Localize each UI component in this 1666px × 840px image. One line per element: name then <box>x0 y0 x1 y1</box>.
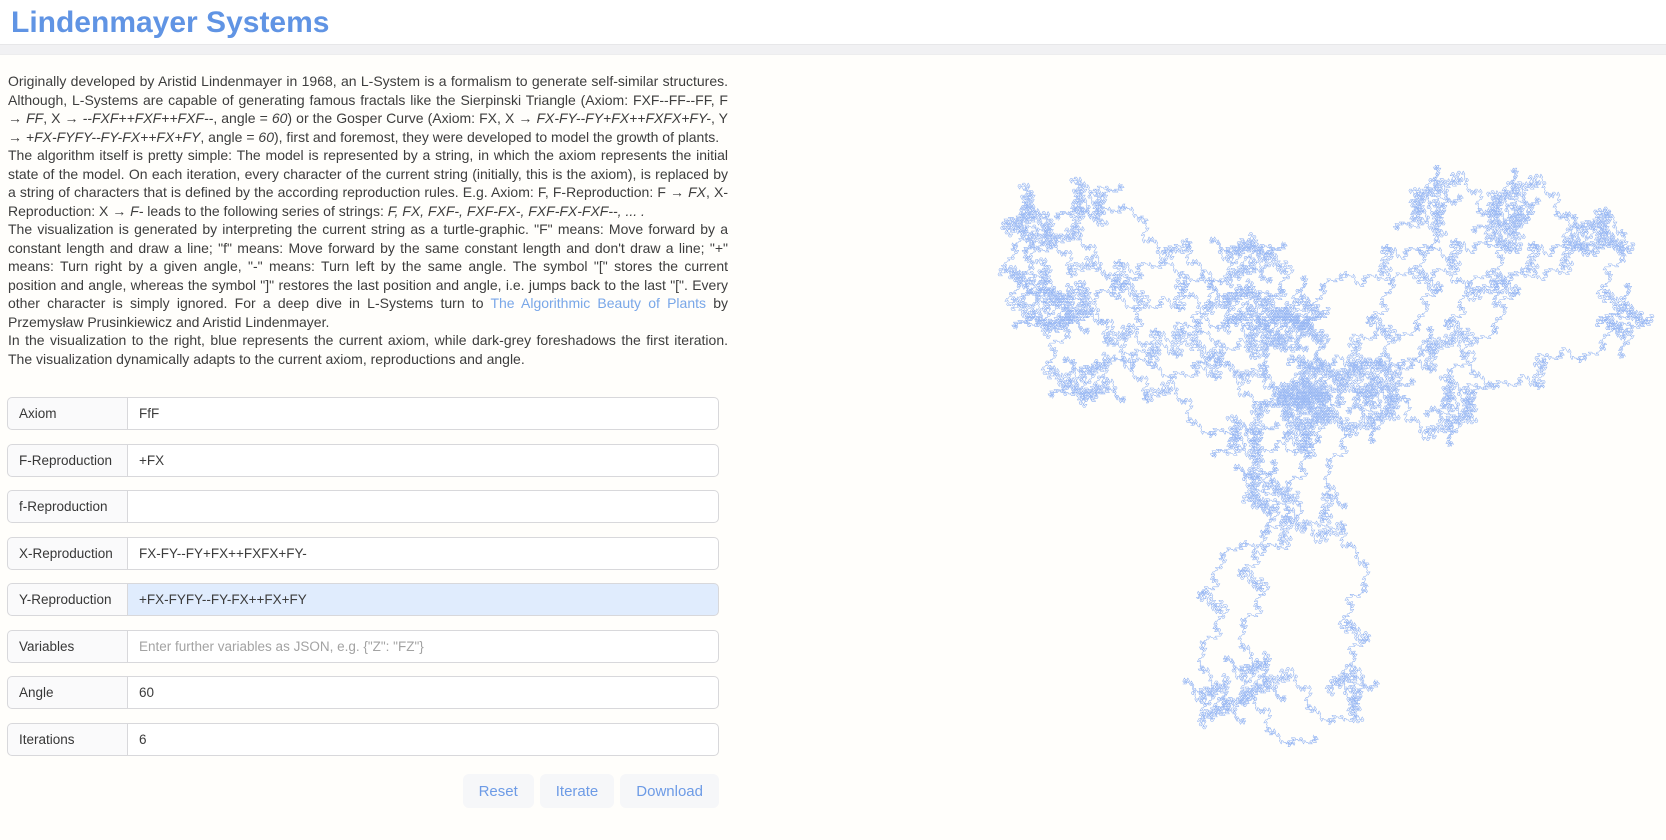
page-title: Lindenmayer Systems <box>11 6 330 39</box>
lsystem-form: Axiom F-Reproduction f-Reproduction X-Repro… <box>7 397 719 769</box>
intro-paragraph: In the visualization to the right, blue … <box>8 331 728 368</box>
variables-label: Variables <box>7 629 127 663</box>
body-text: The visualization is generated by interp… <box>8 221 728 311</box>
rule-text: --FXF++FXF++FXF-- <box>82 110 214 126</box>
button-bar: Reset Iterate Download <box>7 774 719 808</box>
body-text: , angle = <box>213 110 272 126</box>
f-lower-reproduction-input[interactable] <box>127 490 719 523</box>
body-text: by Przemysław Prusinkiewicz and Aristid … <box>8 295 729 330</box>
form-row: Variables <box>7 629 719 663</box>
body-text: The algorithm itself is pretty simple: T… <box>8 147 728 200</box>
rule-text: 60 <box>271 110 288 126</box>
f-upper-reproduction-label: F-Reproduction <box>7 443 127 477</box>
body-text: Originally developed by Aristid Lindenma… <box>8 73 728 126</box>
angle-label: Angle <box>7 676 127 709</box>
body-text: , Y → <box>8 110 728 145</box>
x-reproduction-input[interactable] <box>127 536 719 570</box>
iterations-input[interactable] <box>127 722 719 756</box>
header-divider <box>0 44 1666 55</box>
reset-button[interactable]: Reset <box>462 774 534 808</box>
form-row: f-Reproduction <box>7 490 719 523</box>
intro-paragraph: The algorithm itself is pretty simple: T… <box>8 146 728 220</box>
download-button[interactable]: Download <box>620 774 719 808</box>
angle-input[interactable] <box>127 676 719 709</box>
form-row: Angle <box>7 676 719 709</box>
f-upper-reproduction-input[interactable] <box>127 443 719 477</box>
iterate-button[interactable]: Iterate <box>539 774 615 808</box>
body-text: ) or the Gosper Curve (Axiom: FX, X → <box>287 110 537 126</box>
body-text: ), first and foremost, they were develop… <box>273 128 720 145</box>
rule-text: F, FX, FXF-, FXF-FX-, FXF-FX-FXF--, ... … <box>387 202 645 219</box>
body-text: leads to the following series of strings… <box>143 202 388 219</box>
body-text: , angle = <box>200 128 259 145</box>
app-header: Lindenmayer Systems <box>0 0 1666 44</box>
intro-paragraph: The visualization is generated by interp… <box>8 220 728 331</box>
rule-text: F- <box>130 202 144 219</box>
x-reproduction-label: X-Reproduction <box>7 536 127 570</box>
rule-text: FX <box>688 184 706 200</box>
form-row: F-Reproduction <box>7 443 719 477</box>
axiom-label: Axiom <box>7 397 127 430</box>
algorithmic-beauty-link[interactable]: The Algorithmic Beauty of Plants <box>490 295 707 311</box>
form-row: X-Reproduction <box>7 536 719 570</box>
axiom-input[interactable] <box>127 397 719 430</box>
y-reproduction-label: Y-Reproduction <box>7 583 127 616</box>
form-row: Y-Reproduction <box>7 583 719 616</box>
variables-input[interactable] <box>127 629 719 663</box>
y-reproduction-input[interactable] <box>127 583 719 616</box>
intro-paragraph: Originally developed by Aristid Lindenma… <box>8 72 728 146</box>
rule-text: +FX-FYFY--FY-FX++FX+FY <box>25 128 201 145</box>
lsystem-canvas <box>994 84 1658 828</box>
rule-text: 60 <box>258 128 274 145</box>
left-column: Originally developed by Aristid Lindenma… <box>8 72 728 368</box>
iterations-label: Iterations <box>7 722 127 756</box>
body-text: , X-Reproduction: X → <box>8 184 728 219</box>
form-row: Axiom <box>7 397 719 430</box>
body-text: , X → <box>43 110 83 126</box>
body-text: In the visualization to the right, blue … <box>8 332 728 367</box>
rule-text: FX-FY--FY+FX++FXFX+FY- <box>536 110 711 126</box>
f-lower-reproduction-label: f-Reproduction <box>7 490 127 523</box>
rule-text: FF <box>26 110 44 126</box>
form-row: Iterations <box>7 722 719 756</box>
intro-text: Originally developed by Aristid Lindenma… <box>8 72 728 368</box>
